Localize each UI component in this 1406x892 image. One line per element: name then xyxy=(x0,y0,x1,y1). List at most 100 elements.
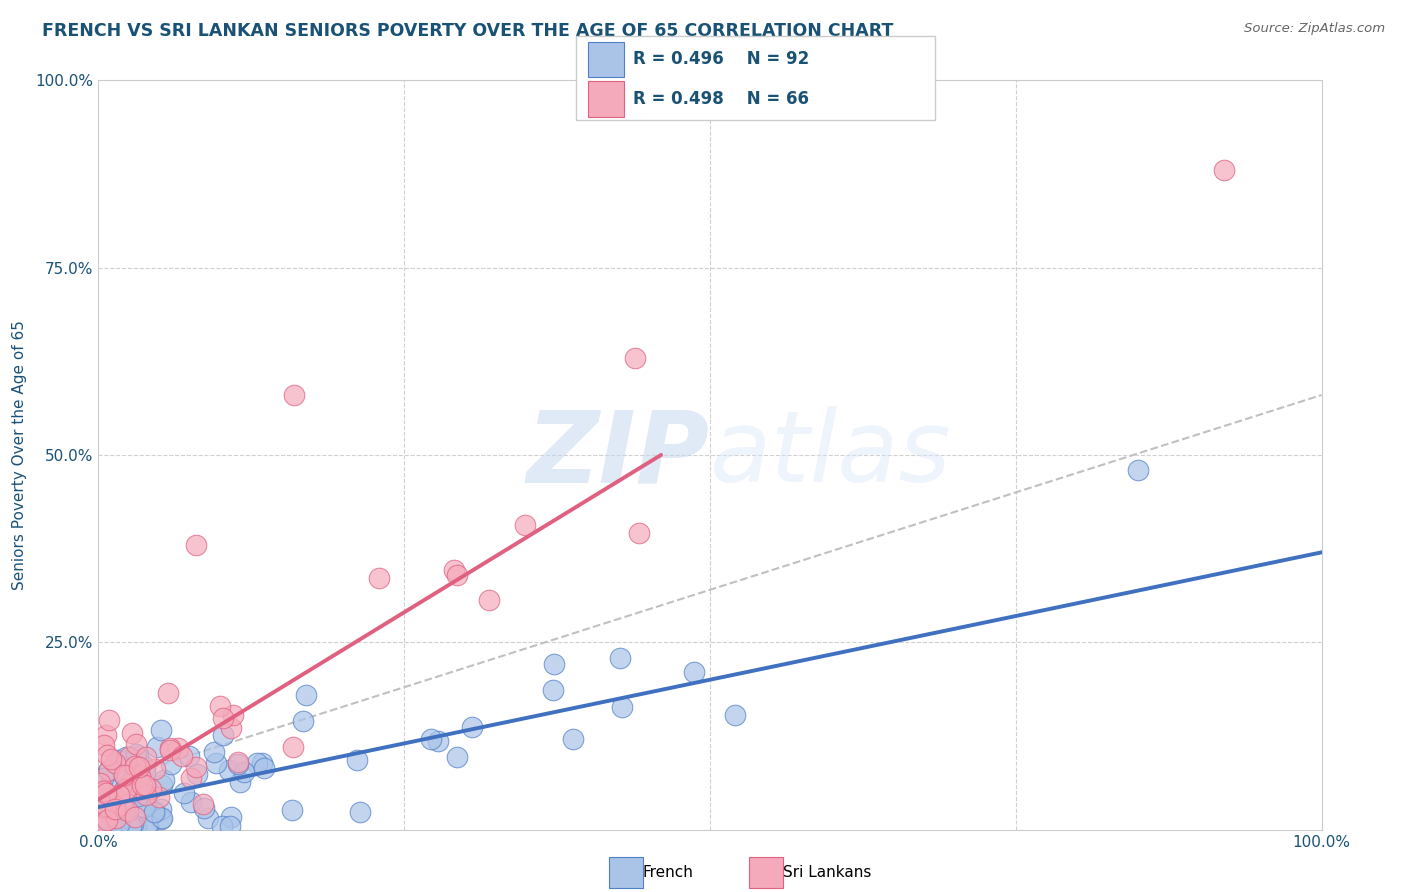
Point xyxy=(202,745,225,759)
Point xyxy=(118,749,141,764)
Point xyxy=(105,817,128,831)
Point xyxy=(292,714,315,728)
Point xyxy=(114,791,136,805)
Point xyxy=(186,538,208,552)
Point xyxy=(101,803,124,817)
Point xyxy=(115,768,138,782)
Point xyxy=(159,741,181,756)
Point xyxy=(124,819,146,833)
Point xyxy=(191,797,214,812)
Point xyxy=(250,756,273,771)
Point xyxy=(120,819,142,833)
Point xyxy=(111,819,134,833)
Point xyxy=(150,802,173,816)
Text: R = 0.496    N = 92: R = 0.496 N = 92 xyxy=(633,51,808,69)
Point xyxy=(149,812,172,826)
Point xyxy=(136,819,159,833)
Point xyxy=(136,818,159,832)
Point xyxy=(541,683,564,698)
Point xyxy=(112,767,135,781)
Point xyxy=(129,782,152,797)
Point xyxy=(131,778,153,792)
Point xyxy=(180,771,202,785)
Point xyxy=(143,762,166,776)
Point xyxy=(104,816,127,830)
Point xyxy=(105,811,128,825)
Point xyxy=(253,761,276,775)
Point xyxy=(478,592,501,607)
Point xyxy=(115,793,138,807)
Point xyxy=(156,686,179,700)
Text: R = 0.498    N = 66: R = 0.498 N = 66 xyxy=(633,90,808,108)
Point xyxy=(114,784,136,798)
Point xyxy=(105,819,128,833)
Point xyxy=(159,743,181,757)
Point xyxy=(134,760,156,774)
Point xyxy=(461,720,484,734)
Point xyxy=(180,795,202,809)
Point xyxy=(97,764,120,778)
Point xyxy=(121,726,143,740)
Point xyxy=(1128,463,1150,477)
Point xyxy=(446,749,468,764)
Point xyxy=(167,741,190,756)
Point xyxy=(145,740,167,755)
Point xyxy=(118,777,141,791)
Point xyxy=(124,819,146,833)
Point xyxy=(108,789,131,803)
Point xyxy=(543,657,565,671)
Point xyxy=(100,797,122,812)
Point xyxy=(125,737,148,751)
Point xyxy=(148,789,170,804)
Point xyxy=(90,819,112,833)
Point xyxy=(179,749,201,764)
Point xyxy=(280,803,302,817)
Point xyxy=(513,517,536,532)
Point xyxy=(125,782,148,797)
Point xyxy=(135,750,157,764)
Point xyxy=(211,819,233,833)
Point xyxy=(346,754,368,768)
Point xyxy=(128,759,150,773)
Point xyxy=(426,733,449,747)
Point xyxy=(94,728,117,742)
Point xyxy=(93,799,115,814)
Point xyxy=(132,800,155,814)
Point xyxy=(561,732,583,747)
Point xyxy=(114,780,136,795)
Point xyxy=(219,721,242,735)
Point xyxy=(93,738,115,752)
Point xyxy=(226,755,249,769)
Point xyxy=(443,563,465,577)
Point xyxy=(135,788,157,802)
Point xyxy=(120,788,142,802)
Point xyxy=(94,804,117,818)
Point xyxy=(211,728,233,742)
Point xyxy=(124,770,146,784)
Point xyxy=(100,782,122,797)
Point xyxy=(121,816,143,830)
Point xyxy=(150,811,173,825)
Point xyxy=(125,747,148,761)
Point xyxy=(97,713,120,727)
Point xyxy=(205,756,228,770)
Point xyxy=(111,797,134,812)
Point xyxy=(368,571,391,585)
Point xyxy=(246,756,269,770)
Point xyxy=(108,788,131,802)
Point xyxy=(150,723,173,737)
Point xyxy=(114,803,136,817)
Point xyxy=(91,783,114,797)
Point xyxy=(160,756,183,771)
Point xyxy=(218,763,240,777)
Point xyxy=(112,766,135,780)
Point xyxy=(114,749,136,764)
Text: ZIP: ZIP xyxy=(527,407,710,503)
Point xyxy=(93,819,115,833)
Point xyxy=(143,805,166,819)
Point xyxy=(115,805,138,820)
Point xyxy=(97,763,120,777)
Point xyxy=(170,748,193,763)
Point xyxy=(129,769,152,783)
Point xyxy=(612,700,634,714)
